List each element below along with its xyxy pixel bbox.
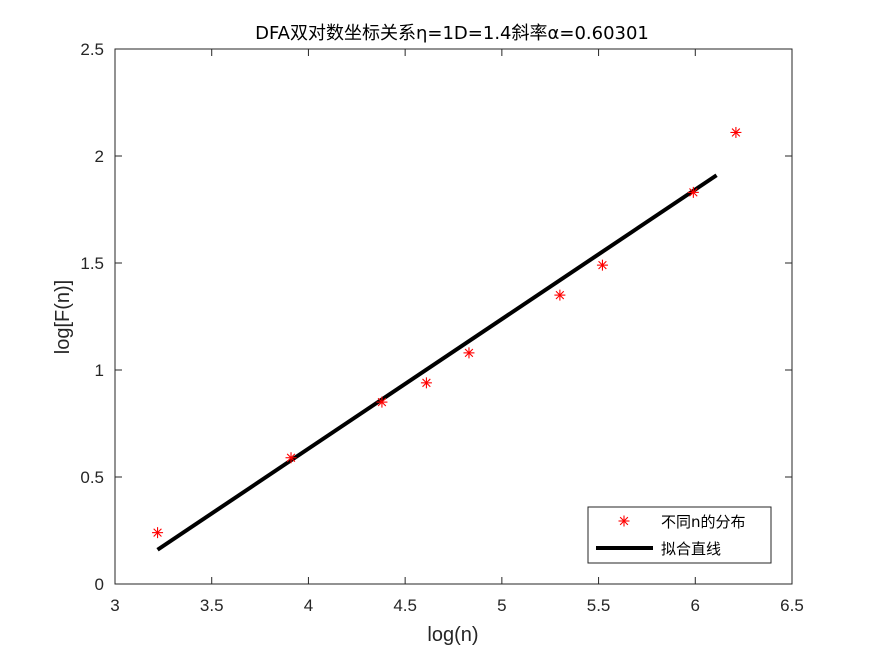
x-tick-label: 3 bbox=[110, 596, 119, 615]
y-tick-label: 1 bbox=[95, 361, 104, 380]
legend-label-fit: 拟合直线 bbox=[661, 540, 721, 558]
y-axis-label: log[F(n)] bbox=[52, 280, 74, 354]
y-tick-label: 1.5 bbox=[80, 254, 104, 273]
data-point bbox=[285, 452, 297, 464]
plot-area bbox=[114, 48, 793, 585]
data-point bbox=[152, 527, 164, 539]
data-point bbox=[463, 347, 475, 359]
x-tick-label: 5 bbox=[497, 596, 506, 615]
data-point bbox=[554, 289, 566, 301]
y-tick-label: 0 bbox=[95, 575, 104, 594]
x-tick-label: 4.5 bbox=[393, 596, 417, 615]
x-tick-label: 5.5 bbox=[587, 596, 611, 615]
x-tick-label: 6 bbox=[691, 596, 700, 615]
data-point bbox=[420, 377, 432, 389]
chart-title: DFA双对数坐标关系η=1D=1.4斜率α=0.60301 bbox=[255, 23, 649, 44]
legend: 不同n的分布 拟合直线 bbox=[587, 506, 772, 564]
legend-asterisk bbox=[618, 515, 630, 527]
y-tick-label: 2 bbox=[95, 147, 104, 166]
legend-box bbox=[587, 506, 772, 564]
x-tick-label: 6.5 bbox=[780, 596, 804, 615]
legend-marker-asterisk bbox=[618, 515, 630, 527]
y-tick-label: 2.5 bbox=[80, 40, 104, 59]
data-point bbox=[596, 259, 608, 271]
ticks: 3 3.5 4 4.5 5 5.5 6 6.5 0 0.5 1 1.5 2 2.5 bbox=[80, 40, 803, 615]
legend-label-scatter: 不同n的分布 bbox=[661, 513, 746, 531]
fit-line bbox=[156, 173, 718, 552]
data-point bbox=[376, 396, 388, 408]
x-axis-label: log(n) bbox=[427, 624, 478, 646]
data-marks bbox=[152, 126, 742, 552]
x-tick-label: 3.5 bbox=[200, 596, 224, 615]
data-point bbox=[730, 126, 742, 138]
y-tick-label: 0.5 bbox=[80, 468, 104, 487]
data-point bbox=[687, 186, 699, 198]
x-tick-label: 4 bbox=[304, 596, 313, 615]
